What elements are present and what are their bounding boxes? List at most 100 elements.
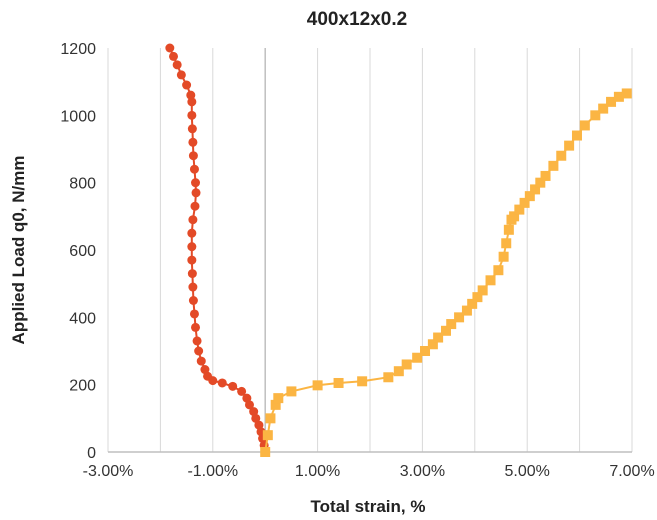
series-line (168, 47, 267, 453)
data-point (188, 282, 198, 292)
data-point (433, 332, 444, 343)
y-tick-label: 800 (69, 176, 96, 193)
data-point (530, 184, 541, 195)
data-point (503, 224, 514, 235)
data-point (172, 60, 182, 70)
data-point (524, 191, 535, 202)
data-point (312, 380, 323, 391)
data-point (188, 151, 198, 161)
data-point (169, 51, 178, 61)
data-point (188, 137, 198, 147)
data-point (191, 178, 201, 188)
data-point (440, 325, 451, 336)
y-tick-label: 600 (69, 243, 96, 260)
y-tick-label: 200 (69, 378, 96, 395)
y-axis-title: Applied Load q0, N/mm (9, 156, 28, 345)
data-point (242, 393, 252, 403)
data-point (598, 103, 609, 114)
data-point (265, 413, 276, 424)
x-tick-label: 1.00% (295, 463, 340, 480)
data-point (188, 296, 198, 305)
data-point (556, 150, 567, 161)
data-point (176, 70, 186, 80)
data-point (564, 140, 575, 151)
y-tick-label: 1200 (60, 41, 96, 58)
data-point (191, 322, 201, 332)
x-axis-ticks: -3.00% -1.00% 1.00% 3.00% 5.00% 7.00% (83, 463, 655, 480)
data-point (187, 110, 197, 120)
data-point (186, 90, 196, 100)
data-point (187, 242, 197, 252)
data-point (467, 298, 478, 309)
data-point (217, 378, 227, 388)
x-tick-label: 5.00% (505, 463, 550, 480)
x-axis-title: Total strain, % (311, 497, 426, 516)
data-point (187, 228, 197, 238)
data-point (472, 292, 483, 303)
data-point (606, 96, 617, 107)
data-point (621, 88, 632, 99)
data-point (254, 420, 264, 430)
data-point (535, 177, 546, 188)
data-point (498, 251, 509, 262)
data-point (454, 312, 465, 323)
series-line (264, 92, 628, 453)
data-point (579, 120, 590, 131)
series-0 (165, 43, 270, 457)
data-point (189, 309, 199, 319)
data-point (383, 372, 394, 383)
data-point (613, 91, 624, 102)
data-point (514, 204, 525, 215)
data-point (191, 188, 201, 198)
data-point (548, 160, 559, 171)
y-tick-label: 1000 (60, 108, 96, 125)
data-point (187, 97, 197, 107)
data-point (509, 211, 520, 222)
data-point (196, 356, 206, 366)
y-axis-ticks: 0 200 400 600 800 1000 1200 (60, 41, 96, 462)
series-layer (165, 43, 632, 457)
data-point (260, 447, 271, 457)
zero-axis (108, 48, 632, 453)
data-point (188, 215, 198, 225)
data-point (420, 346, 431, 356)
data-point (357, 376, 368, 387)
data-point (189, 164, 199, 174)
data-point (262, 430, 273, 441)
grid-lines (107, 48, 633, 452)
data-point (412, 352, 423, 363)
data-point (446, 319, 457, 330)
data-point (187, 124, 197, 134)
data-point (194, 346, 204, 356)
data-point (192, 336, 202, 346)
data-point (228, 381, 238, 391)
y-tick-label: 0 (87, 445, 96, 462)
data-point (501, 238, 512, 249)
series-1 (260, 88, 632, 457)
data-point (182, 80, 192, 90)
data-point (249, 407, 259, 417)
data-point (493, 265, 504, 276)
data-point (590, 110, 601, 121)
data-point (286, 386, 297, 397)
data-point (165, 43, 175, 53)
x-tick-label: 3.00% (400, 463, 445, 480)
data-point (485, 275, 496, 286)
data-point (237, 386, 247, 396)
data-point (519, 197, 530, 208)
x-tick-label: -3.00% (83, 463, 134, 480)
data-point (393, 366, 404, 377)
data-point (270, 399, 281, 410)
data-point (427, 339, 438, 350)
y-tick-label: 400 (69, 310, 96, 327)
data-point (190, 201, 200, 211)
data-point (461, 305, 472, 316)
data-point (187, 269, 197, 279)
data-point (571, 130, 582, 141)
chart-title: 400x12x0.2 (307, 9, 407, 30)
data-point (187, 255, 197, 265)
data-point (401, 359, 412, 370)
data-point (200, 365, 210, 375)
data-point (540, 170, 551, 181)
